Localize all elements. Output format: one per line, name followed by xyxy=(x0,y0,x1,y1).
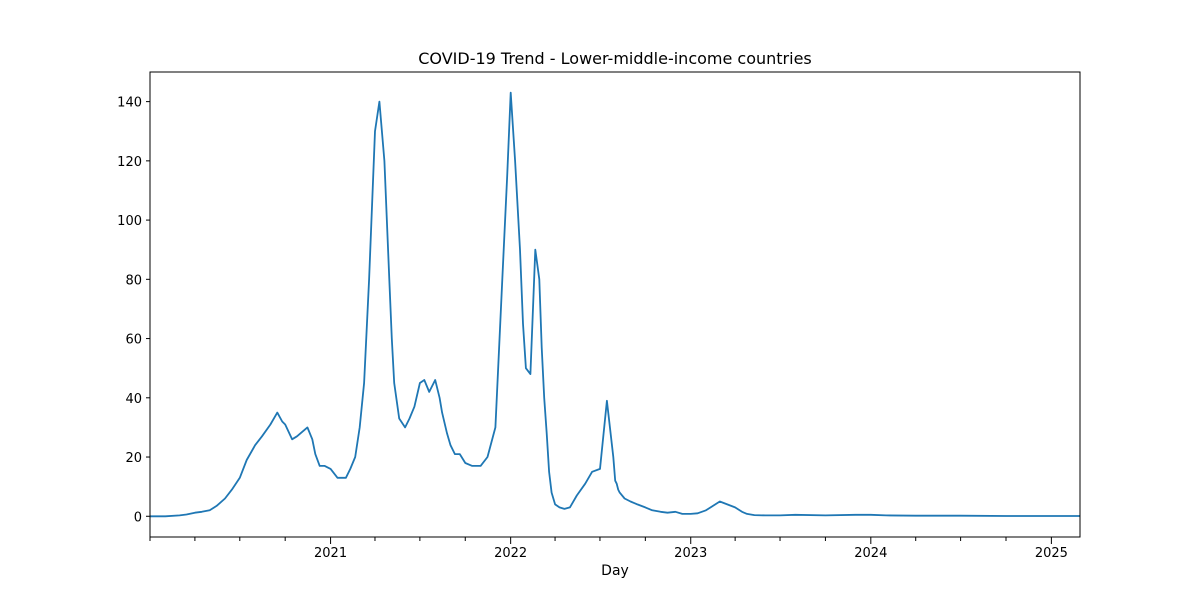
x-tick-label: 2023 xyxy=(674,546,707,561)
y-tick-label: 80 xyxy=(125,273,142,288)
y-tick-label: 0 xyxy=(134,510,142,525)
y-tick-label: 120 xyxy=(117,155,142,170)
y-tick-label: 40 xyxy=(125,392,142,407)
x-tick-label: 2025 xyxy=(1035,546,1068,561)
series-layer xyxy=(150,91,1080,518)
x-axis: 2021 2022 2023 2024 2025 xyxy=(149,537,1068,561)
y-tick-label: 140 xyxy=(117,96,142,111)
y-tick-label: 20 xyxy=(125,451,142,466)
y-tick-label: 60 xyxy=(125,333,142,348)
x-tick-label: 2021 xyxy=(314,546,347,561)
x-axis-label: Day xyxy=(601,563,629,579)
x-tick-label: 2024 xyxy=(854,546,887,561)
series-line xyxy=(150,91,1080,518)
x-tick-label: 2022 xyxy=(494,546,527,561)
y-tick-label: 100 xyxy=(117,214,142,229)
plot-frame xyxy=(149,71,1081,538)
chart-title: COVID-19 Trend - Lower-middle-income cou… xyxy=(418,49,812,68)
y-axis: 0 20 40 60 80 100 120 140 xyxy=(117,96,150,525)
